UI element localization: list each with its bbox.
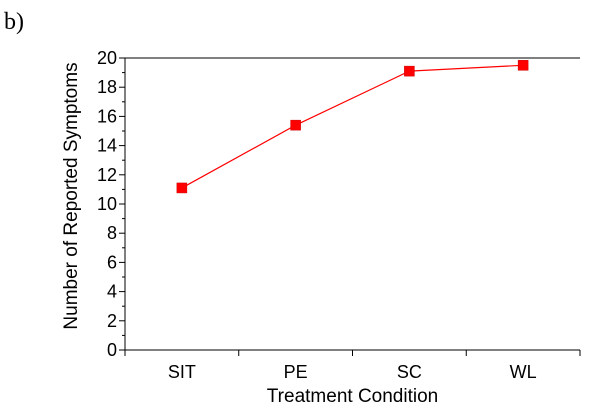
x-tick-label: PE <box>284 362 308 382</box>
y-axis-ticks: 0 2 4 6 8 10 12 14 16 18 20 <box>97 48 125 360</box>
axes <box>124 57 580 351</box>
y-tick-label: 8 <box>107 223 117 243</box>
x-tick-label: WL <box>510 362 537 382</box>
y-tick-label: 18 <box>97 77 117 97</box>
data-series <box>176 60 529 194</box>
data-point <box>176 182 188 194</box>
data-point <box>290 119 301 131</box>
y-tick-label: 10 <box>97 194 117 214</box>
data-point <box>517 60 529 71</box>
x-tick-label: SC <box>397 362 422 382</box>
panel-label: b) <box>4 9 24 35</box>
y-tick-label: 2 <box>107 311 117 331</box>
series-line <box>181 64 524 189</box>
y-tick-label: 14 <box>97 136 117 156</box>
y-tick-label: 6 <box>107 252 117 272</box>
y-tick-label: 4 <box>107 282 117 302</box>
y-tick-label: 20 <box>97 48 117 68</box>
x-axis-ticks: SIT PE SC WL <box>124 350 581 382</box>
y-tick-label: 0 <box>107 340 117 360</box>
data-point <box>404 65 415 77</box>
x-tick-label: SIT <box>168 362 196 382</box>
y-tick-label: 12 <box>97 165 117 185</box>
y-axis-label: Number of Reported Symptoms <box>61 62 82 329</box>
x-axis-label: Treatment Condition <box>267 386 438 407</box>
y-tick-label: 16 <box>97 106 117 126</box>
